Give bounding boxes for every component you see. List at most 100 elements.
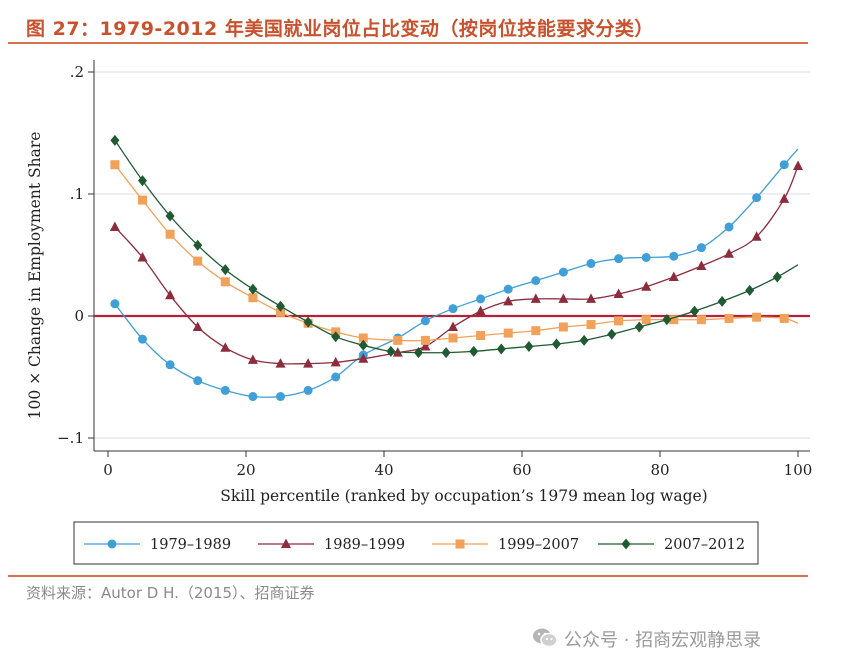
data-point xyxy=(420,316,430,326)
employment-share-chart: −.1 0 .1 .2 0 20 40 60 80 100 Skill percentile (ra… xyxy=(26,60,813,565)
data-point xyxy=(275,358,286,368)
source-note: 资料来源：Autor D H.（2015）、招商证券 xyxy=(26,584,315,602)
data-point xyxy=(752,312,762,322)
source-rule xyxy=(8,575,808,577)
legend-swatch-marker xyxy=(281,538,291,548)
title-rule xyxy=(8,42,808,44)
data-point xyxy=(138,334,147,344)
data-point xyxy=(220,342,231,352)
data-point xyxy=(276,392,285,402)
y-tick-label: .2 xyxy=(70,63,84,81)
data-point xyxy=(448,321,458,331)
wechat-icon xyxy=(533,628,558,648)
legend-swatch-marker xyxy=(621,538,631,550)
data-point xyxy=(331,331,341,343)
data-point xyxy=(393,335,403,345)
data-point xyxy=(779,160,789,170)
data-point xyxy=(220,385,230,395)
data-point xyxy=(524,341,534,352)
watermark: 公众号 · 招商宏观静思录 xyxy=(532,626,832,652)
data-point xyxy=(745,284,755,296)
legend-label: 1989–1999 xyxy=(324,537,405,553)
data-point xyxy=(641,281,652,291)
data-point xyxy=(586,259,596,269)
data-point xyxy=(668,271,679,281)
data-point xyxy=(358,339,368,351)
data-point xyxy=(276,307,285,317)
data-point xyxy=(531,276,541,286)
data-point xyxy=(503,328,513,338)
series-line xyxy=(114,139,799,354)
data-point xyxy=(752,193,762,203)
data-point xyxy=(779,313,789,323)
series-2007-2012 xyxy=(110,134,799,359)
data-point xyxy=(358,333,368,343)
data-point xyxy=(138,195,147,205)
data-point xyxy=(696,315,706,325)
data-point xyxy=(276,300,285,312)
legend-label: 1999–2007 xyxy=(498,537,579,553)
series-line xyxy=(114,148,799,398)
x-axis-label: Skill percentile (ranked by occupation’s… xyxy=(220,487,707,505)
data-point xyxy=(558,293,569,303)
data-point xyxy=(193,376,203,386)
x-tick-label: 100 xyxy=(784,461,813,479)
data-point xyxy=(137,251,148,262)
data-point xyxy=(503,284,513,294)
data-point xyxy=(558,322,568,332)
data-point xyxy=(110,299,120,309)
data-point xyxy=(724,222,734,232)
legend-swatch-marker xyxy=(455,539,465,549)
data-point xyxy=(476,294,486,304)
data-point xyxy=(220,264,230,276)
data-point xyxy=(248,293,258,303)
data-point xyxy=(358,353,369,363)
data-point xyxy=(165,210,175,222)
y-axis-label: 100 × Change in Employment Share xyxy=(26,132,44,420)
legend-box xyxy=(73,521,759,565)
watermark-text: 公众号 · 招商宏观静思录 xyxy=(564,630,762,651)
data-point xyxy=(330,356,341,367)
data-point xyxy=(165,289,176,300)
data-point xyxy=(165,360,175,370)
data-point xyxy=(247,354,258,364)
data-point xyxy=(109,221,120,231)
data-point xyxy=(558,267,568,277)
series-1979-1989 xyxy=(110,148,799,402)
data-point xyxy=(420,341,431,351)
legend: 1979–1989 1989–1999 1999–2007 2007–2012 xyxy=(73,521,759,565)
data-point xyxy=(772,271,782,283)
data-point xyxy=(613,288,624,299)
data-point xyxy=(193,256,203,266)
y-tick-label: 0 xyxy=(74,307,84,325)
data-point xyxy=(724,313,734,323)
data-point xyxy=(696,243,706,253)
data-point xyxy=(475,305,486,316)
data-point xyxy=(420,335,430,345)
x-tick-label: 20 xyxy=(236,461,255,479)
data-point xyxy=(303,385,313,395)
data-point xyxy=(441,347,451,359)
data-point xyxy=(248,392,258,402)
data-point xyxy=(669,315,679,325)
legend-swatch-marker xyxy=(107,539,117,549)
series-1999-2007 xyxy=(110,160,799,345)
data-point xyxy=(641,315,651,325)
data-point xyxy=(303,316,313,328)
data-point xyxy=(193,239,203,251)
data-point xyxy=(138,175,147,187)
data-point xyxy=(448,304,458,314)
data-point xyxy=(579,334,589,346)
data-point xyxy=(641,252,651,262)
data-point xyxy=(552,338,561,350)
data-point xyxy=(248,283,258,295)
data-point xyxy=(690,305,699,317)
y-tick-label: .1 xyxy=(70,185,84,203)
data-point xyxy=(303,358,314,368)
data-point xyxy=(662,314,672,326)
data-point xyxy=(717,295,727,307)
data-point xyxy=(724,248,734,258)
data-point xyxy=(530,293,541,303)
legend-label: 1979–1989 xyxy=(150,537,231,553)
data-point xyxy=(634,321,644,333)
